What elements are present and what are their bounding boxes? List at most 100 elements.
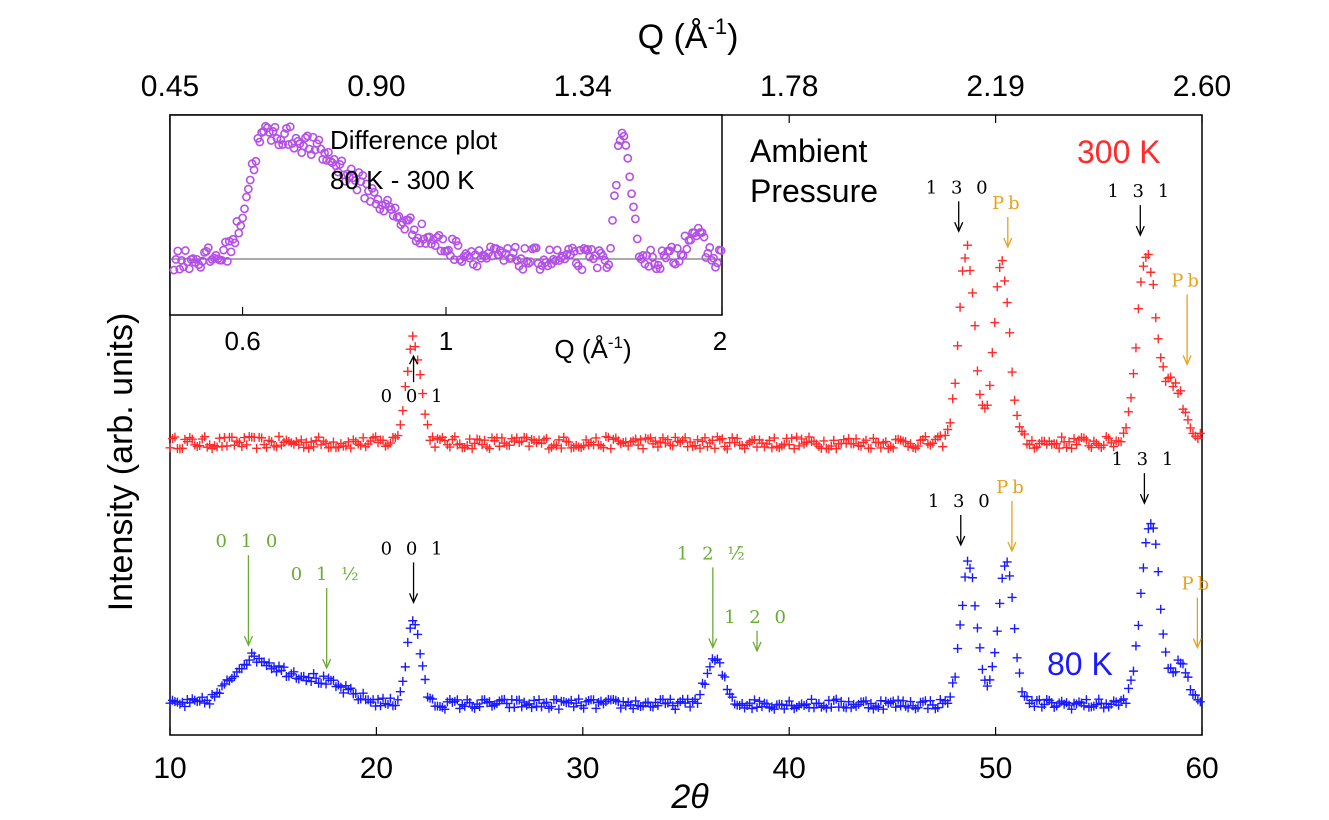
- top-tick-label: 0.45: [141, 70, 199, 103]
- inset-data-point: [280, 129, 289, 139]
- data-point: [1171, 667, 1181, 677]
- inset-data-point: [261, 121, 270, 131]
- inset-data-point: [697, 228, 707, 237]
- data-point: [514, 695, 524, 705]
- peak-annotation: 0 1 ½: [291, 564, 359, 670]
- inset-data-point: [388, 211, 398, 221]
- inset-data-point: [394, 212, 404, 221]
- data-point: [750, 695, 760, 705]
- data-point: [990, 648, 1000, 658]
- inset-data-point: [251, 156, 261, 166]
- data-point: [965, 563, 975, 573]
- data-point: [628, 704, 638, 714]
- data-point: [564, 437, 574, 447]
- data-point: [1133, 620, 1143, 630]
- data-point: [1017, 687, 1027, 697]
- data-point: [866, 699, 876, 708]
- annotation-label: Pb: [1182, 574, 1214, 595]
- data-point: [933, 703, 943, 713]
- data-point: [945, 692, 955, 702]
- data-point: [408, 331, 418, 341]
- data-point: [1138, 563, 1148, 573]
- data-point: [631, 696, 641, 706]
- inset-data-point: [705, 243, 715, 252]
- data-point: [727, 692, 737, 702]
- inset-data-point: [255, 137, 265, 147]
- data-point: [1010, 395, 1020, 405]
- data-point: [413, 355, 423, 365]
- inset-data-point: [672, 243, 682, 253]
- data-point: [546, 702, 556, 712]
- data-point: [1195, 428, 1205, 438]
- data-point: [653, 701, 663, 711]
- data-point: [702, 668, 712, 678]
- data-point: [527, 703, 537, 713]
- data-point: [861, 696, 871, 706]
- inset-data-point: [650, 259, 659, 269]
- data-point: [1151, 313, 1161, 323]
- annotation-arrow-head: [752, 641, 762, 653]
- data-point: [200, 432, 210, 442]
- data-point: [1183, 415, 1193, 425]
- data-point: [398, 406, 408, 416]
- data-point: [953, 644, 963, 654]
- data-point: [710, 443, 720, 453]
- data-point: [1153, 334, 1163, 344]
- inset-data-point: [531, 243, 541, 253]
- top-tick-labels: 0.45 0.90 1.34 1.78 2.19 2.60: [141, 70, 1231, 123]
- data-point: [831, 694, 841, 704]
- data-point: [338, 688, 348, 698]
- data-point: [410, 342, 420, 352]
- data-point: [1054, 443, 1064, 453]
- inset-data-point: [303, 131, 312, 141]
- inset-data-point: [236, 221, 246, 231]
- inset-data-point: [472, 261, 482, 271]
- inset-data-point: [409, 225, 419, 235]
- data-point: [1002, 298, 1012, 308]
- data-point: [789, 444, 799, 454]
- inset-data-point: [711, 262, 720, 272]
- data-point: [1007, 367, 1017, 377]
- data-point: [732, 433, 742, 443]
- data-point: [1012, 410, 1022, 420]
- inset-data-point: [606, 243, 615, 253]
- annotation-label: 0 0 1: [381, 386, 447, 407]
- data-point: [987, 348, 997, 358]
- data-point: [1126, 393, 1136, 403]
- data-point: [420, 409, 430, 419]
- peak-annotation: 0 0 1: [381, 538, 442, 605]
- inset-tick-label: 1: [439, 326, 453, 356]
- data-point: [997, 256, 1007, 266]
- data-point: [1190, 690, 1200, 700]
- data-point: [289, 667, 299, 677]
- inset-data-point: [184, 264, 194, 274]
- data-point: [395, 687, 405, 697]
- data-point: [187, 434, 197, 444]
- data-point: [1116, 437, 1126, 447]
- data-point: [1072, 440, 1082, 450]
- data-point: [1171, 378, 1181, 388]
- peak-annotation: Pb: [996, 477, 1024, 553]
- data-point: [1067, 704, 1077, 714]
- inset-title-line1: Difference plot: [330, 125, 498, 155]
- data-point: [784, 696, 794, 706]
- data-point: [385, 693, 395, 703]
- inset-data-point: [417, 219, 427, 229]
- inset-data-point: [289, 143, 299, 153]
- data-point: [1012, 653, 1022, 663]
- data-point: [881, 437, 891, 447]
- inset-data-point: [524, 258, 534, 268]
- data-point: [410, 620, 420, 630]
- data-point: [970, 601, 980, 611]
- data-point: [418, 389, 428, 399]
- data-point: [1086, 443, 1096, 453]
- data-point: [668, 441, 678, 451]
- data-point: [953, 341, 963, 351]
- condition-line1: Ambient: [750, 133, 868, 169]
- data-point: [670, 704, 680, 714]
- data-point: [648, 702, 658, 712]
- data-point: [645, 433, 655, 443]
- inset-data-point: [221, 237, 230, 247]
- data-point: [378, 435, 388, 445]
- data-point: [598, 443, 608, 453]
